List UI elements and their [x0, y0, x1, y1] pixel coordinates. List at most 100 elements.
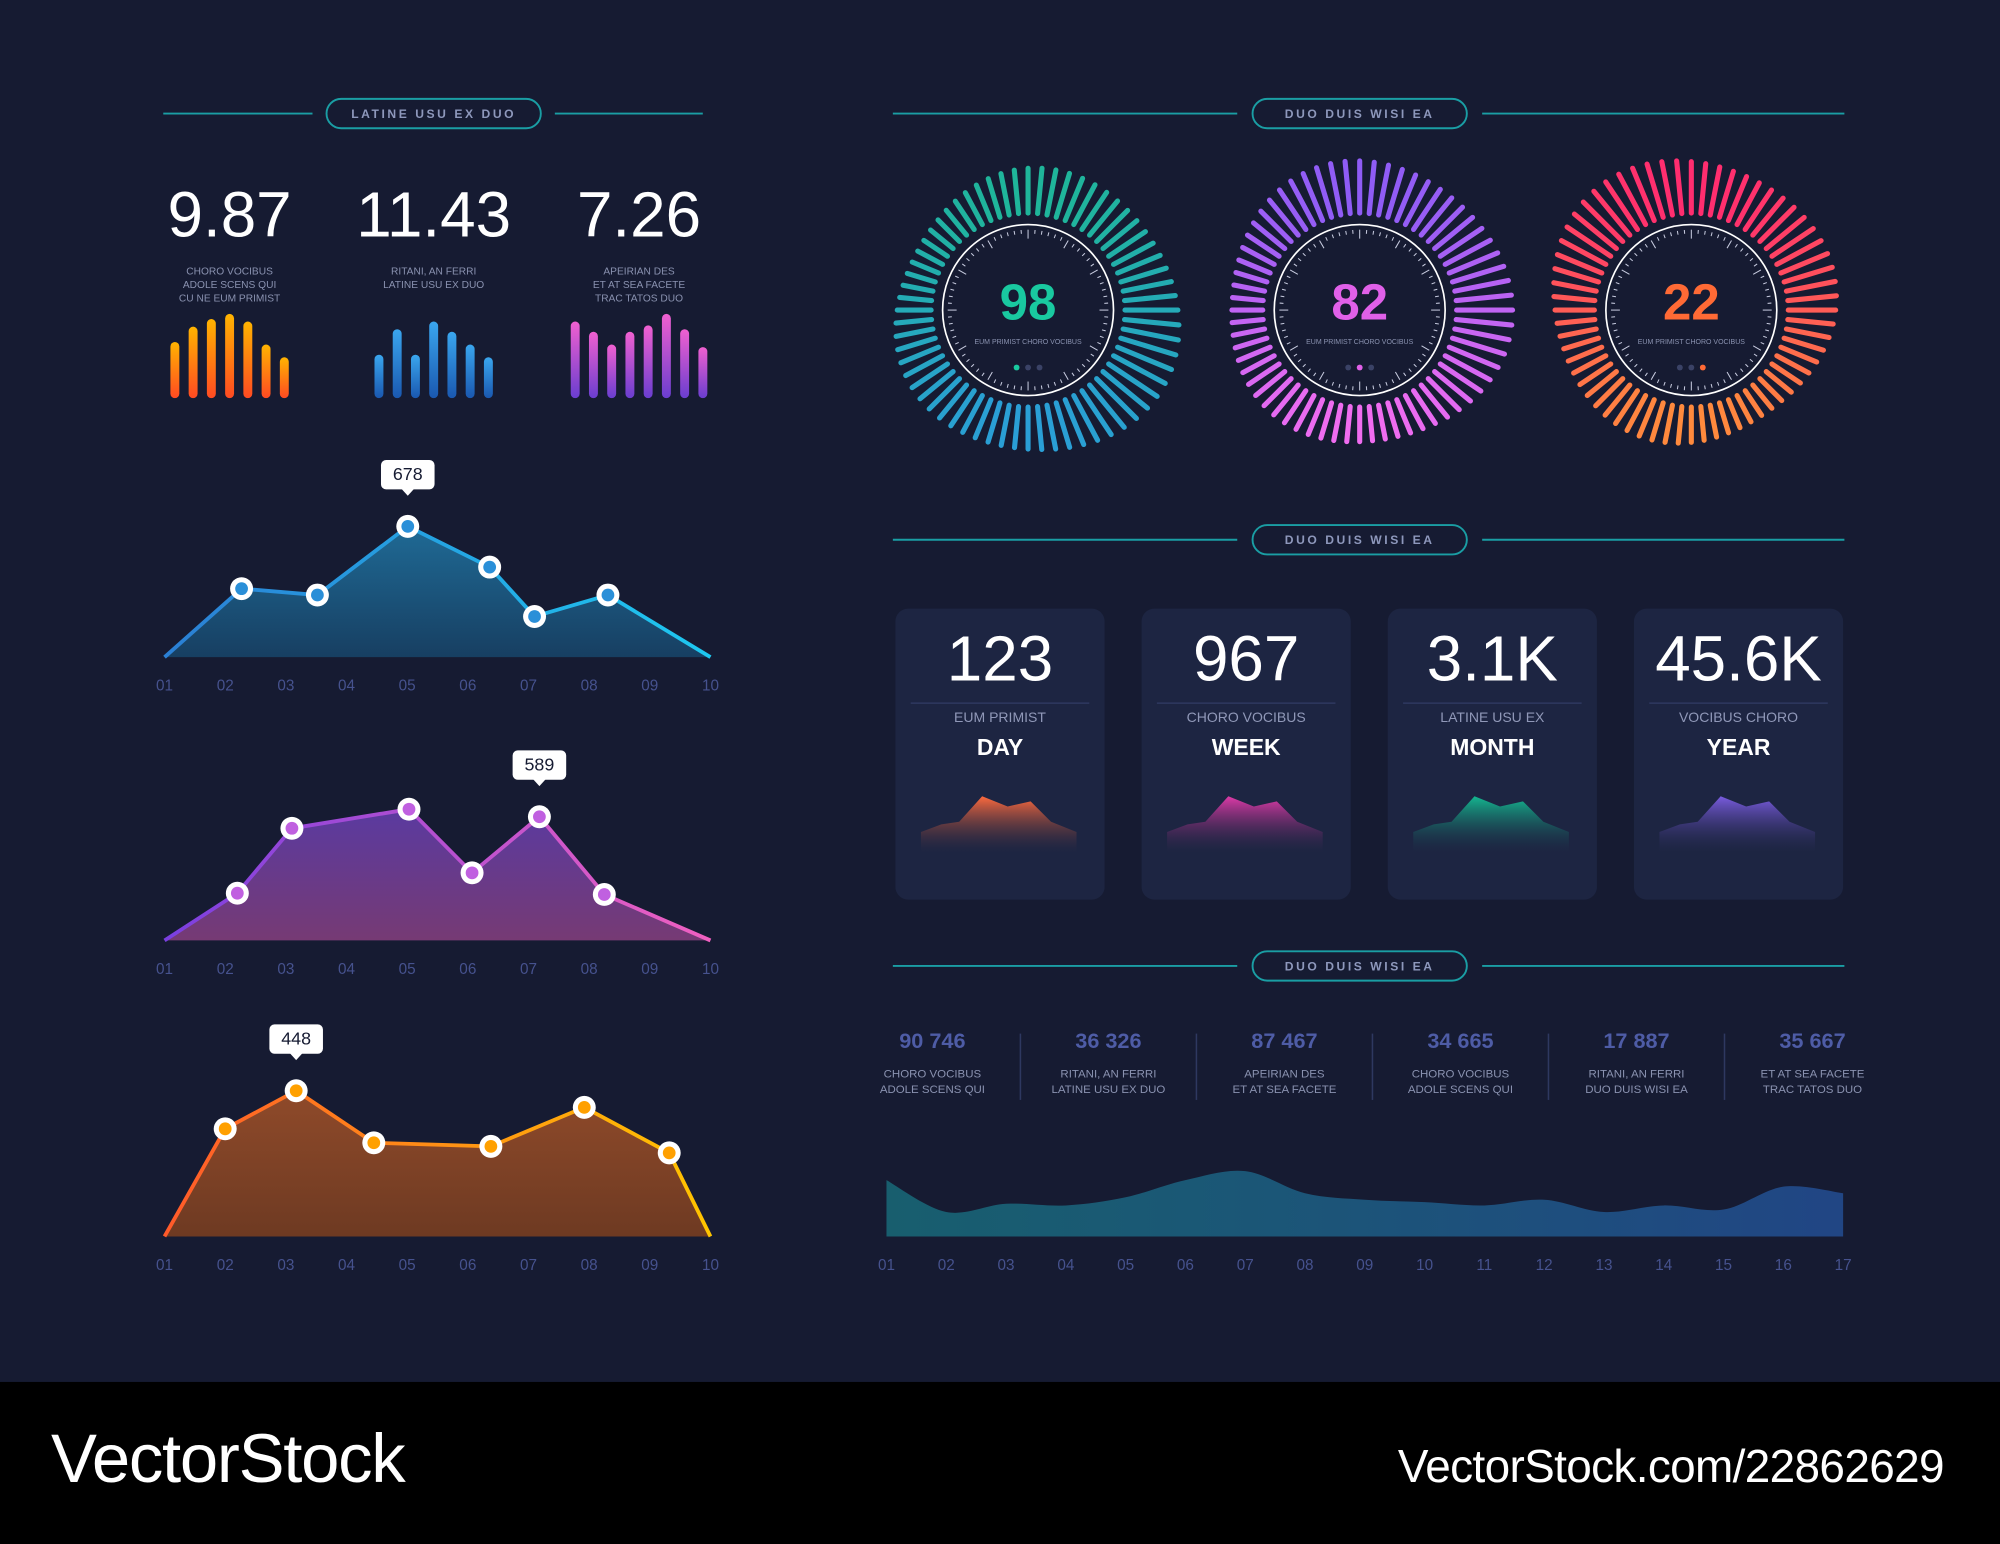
gauge-dial: [1704, 385, 1706, 390]
gauge-dial: [1313, 372, 1317, 377]
gauge-ray: [1557, 326, 1599, 339]
gauge-dial: [1734, 243, 1738, 248]
gauge-ray: [1053, 400, 1073, 450]
area-line: [163, 807, 712, 943]
gauge-dial: [961, 353, 966, 357]
gauge-ray: [1554, 317, 1598, 326]
gauge-label: EUM PRIMIST CHORO VOCIBUS: [974, 339, 1082, 346]
gauge-ray: [1376, 162, 1392, 218]
gauge-ray: [1011, 404, 1022, 451]
gauge-dial: [1613, 329, 1618, 332]
gauge-ray: [952, 198, 977, 232]
card-period: YEAR: [1707, 734, 1771, 760]
gauge-dial: [1629, 258, 1634, 262]
header-pill: [1251, 524, 1468, 556]
gauge-ray: [1394, 172, 1419, 224]
gauge-ray: [1121, 293, 1178, 304]
callout-label: 448: [281, 1028, 311, 1048]
gauge-ray: [1453, 292, 1514, 304]
stat-line: CHORO VOCIBUS: [1412, 1068, 1510, 1080]
stat-caption: APEIRIAN DES: [603, 266, 675, 277]
gauge-dial: [1615, 282, 1620, 285]
gauge-dial: [1293, 263, 1298, 267]
gauge-ray: [1120, 279, 1174, 294]
gauge-ray: [1120, 326, 1181, 343]
point-marker: [523, 604, 547, 628]
gauge-dial: [1656, 237, 1660, 241]
gauge-dial: [1760, 341, 1765, 345]
point-marker: [284, 1079, 308, 1103]
gauge-dial: [1307, 248, 1311, 252]
gauge-dial: [1752, 269, 1762, 275]
gauge-dial: [1391, 237, 1395, 241]
gauge-dial: [1289, 345, 1299, 351]
gauge-ray: [1778, 344, 1820, 365]
gauge-dial: [981, 243, 985, 248]
gauge-dial: [976, 368, 980, 372]
gauge-ray: [1244, 232, 1282, 259]
gauge-dial: [1676, 385, 1679, 390]
gauge-ray: [1246, 361, 1282, 387]
gauge-dial: [1293, 353, 1298, 357]
gauge-dial: [1286, 275, 1291, 279]
gauge-ray: [1552, 266, 1602, 285]
card-sparkline: [1659, 796, 1816, 853]
stat-value: 9.87: [168, 178, 292, 250]
point-marker: [460, 861, 484, 885]
gauge-ray: [1725, 397, 1743, 431]
gauge-dial: [1710, 232, 1713, 237]
gauge-dial: [1670, 383, 1673, 388]
gauge-ray: [897, 294, 935, 304]
gauge-dot: [1356, 364, 1363, 371]
gauge-dial: [1615, 335, 1620, 339]
gauge-ray: [1593, 376, 1626, 409]
gauge-ray: [1233, 269, 1270, 285]
gauge-ray: [1271, 382, 1301, 418]
gauge-dial: [1319, 240, 1325, 249]
callout-box: [380, 460, 435, 490]
mini-bar: [188, 326, 198, 399]
gauge-dial: [952, 335, 957, 339]
gauge-dial: [1650, 371, 1657, 380]
x-tick-label: 05: [399, 678, 416, 695]
mini-bar: [243, 321, 253, 399]
gauge-dial: [970, 252, 975, 257]
gauge-dial: [1625, 263, 1629, 267]
mini-bar: [570, 321, 580, 399]
x-tick-label: 10: [702, 961, 719, 978]
mini-bar: [206, 319, 216, 399]
gauge-dot: [1025, 364, 1031, 371]
x-tick-label: 02: [217, 678, 234, 695]
gauge-dial: [1086, 358, 1090, 363]
gauge-ray: [904, 270, 938, 285]
gauge-dial: [970, 363, 975, 368]
mini-bar: [279, 357, 289, 399]
gauge-ray: [1071, 393, 1101, 443]
gauge-dial: [1313, 243, 1317, 248]
point-marker: [479, 1134, 503, 1158]
gauge-ray: [1453, 317, 1515, 328]
gauge-dot: [1699, 364, 1706, 371]
marker-dot: [285, 821, 299, 835]
gauge-dial: [1634, 363, 1638, 368]
gauge-dot: [1368, 364, 1375, 371]
gauge-dial: [958, 269, 967, 275]
gauge-ray: [1649, 400, 1666, 443]
gauge-ray: [1602, 382, 1633, 418]
gauge-dial: [1053, 381, 1057, 386]
gauge-dial: [1621, 269, 1630, 275]
marker-dot: [465, 866, 479, 880]
stat-caption: TRAC TATOS DUO: [595, 293, 683, 304]
gauge-dial: [1013, 385, 1016, 390]
gauge-ray: [998, 171, 1012, 218]
gauge-ray: [1342, 158, 1353, 217]
gauge-ray: [1785, 293, 1839, 304]
card-value: 45.6K: [1655, 622, 1822, 694]
stat-number: 87 467: [1251, 1028, 1317, 1053]
gauge-dial: [1726, 371, 1732, 380]
gauge-ray: [1742, 187, 1775, 232]
stat-line: ADOLE SCENS QUI: [1408, 1084, 1513, 1096]
gauge-dial: [1431, 282, 1436, 285]
gauge-ray: [915, 248, 946, 267]
x-tick-label: 07: [520, 678, 537, 695]
